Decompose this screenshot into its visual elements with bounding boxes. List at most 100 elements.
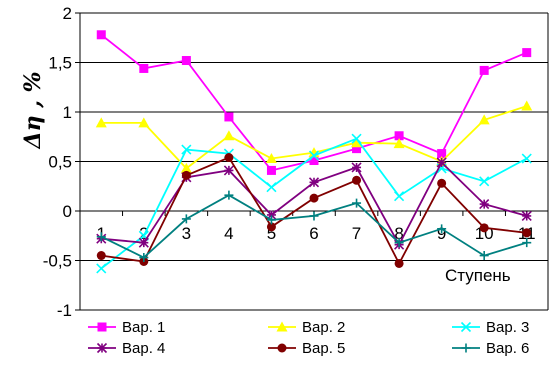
data-point-marker (351, 133, 362, 144)
data-point-marker (308, 150, 320, 161)
series-6 (96, 190, 532, 263)
data-point-marker (139, 63, 149, 73)
data-point-marker (96, 251, 106, 261)
y-tick-label: 1,5 (48, 54, 72, 73)
data-point-marker (309, 193, 319, 203)
data-point-marker (479, 223, 489, 233)
legend-item: Вар. 4 (88, 340, 165, 357)
data-point-marker (181, 170, 191, 180)
data-point-marker (351, 137, 363, 148)
x-tick-label: 7 (352, 224, 361, 243)
y-tick-labels: -1 -0,5 0 0,5 1 1,5 2 (43, 4, 72, 320)
data-point-marker (478, 114, 490, 125)
data-point-marker (265, 153, 277, 164)
x-tick-label: 2 (139, 224, 148, 243)
data-point-marker (138, 117, 150, 128)
data-point-marker (138, 237, 149, 248)
data-point-marker (181, 144, 192, 155)
data-point-marker (266, 222, 276, 232)
data-point-marker (437, 224, 447, 234)
x-tick-label: 9 (437, 224, 446, 243)
series-3 (96, 133, 532, 274)
y-tick-label: -0,5 (43, 252, 72, 271)
data-point-marker (224, 190, 234, 200)
data-point-marker (224, 153, 234, 163)
legend-item: Вар. 3 (452, 319, 529, 336)
data-point-marker (95, 117, 107, 128)
data-point-marker (309, 211, 319, 221)
data-point-marker (521, 153, 532, 164)
data-point-marker (394, 258, 404, 268)
data-point-marker (437, 149, 447, 159)
data-point-marker (277, 343, 287, 353)
legend-label: Вар. 6 (486, 340, 529, 357)
data-point-marker (521, 100, 533, 111)
data-point-marker (437, 178, 447, 188)
data-point-marker (479, 176, 490, 187)
legend-label: Вар. 5 (302, 340, 345, 357)
legend-label: Вар. 4 (122, 340, 165, 357)
data-point-marker (522, 48, 532, 58)
data-point-marker (394, 191, 405, 202)
legend-label: Вар. 1 (122, 319, 165, 336)
y-tick-label: 0,5 (48, 153, 72, 172)
data-point-marker (436, 157, 447, 168)
data-point-marker (351, 162, 362, 173)
series-1 (96, 30, 532, 175)
y-axis-label: Δη , % (20, 71, 46, 149)
legend-label: Вар. 3 (486, 319, 529, 336)
x-tick-label: 3 (182, 224, 191, 243)
data-point-marker (522, 228, 532, 238)
data-point-marker (479, 65, 489, 75)
series-5 (96, 153, 532, 268)
x-tick-label: 6 (309, 224, 318, 243)
legend-label: Вар. 2 (302, 319, 345, 336)
data-point-marker (460, 321, 472, 333)
data-point-marker (394, 131, 404, 141)
data-point-marker (223, 130, 235, 141)
x-axis-label: Ступень (445, 266, 511, 285)
legend-item: Вар. 1 (88, 319, 165, 336)
x-tick-labels: 1234567891011 (97, 224, 536, 243)
data-point-marker (266, 182, 277, 193)
data-point-marker (266, 209, 277, 221)
x-tick-label: 5 (267, 224, 276, 243)
data-point-marker (461, 343, 471, 353)
data-point-marker (521, 210, 532, 222)
series-lines (95, 30, 533, 274)
y-tick-label: 2 (63, 4, 72, 23)
data-point-marker (393, 138, 405, 149)
data-point-marker (97, 322, 107, 332)
data-point-marker (479, 251, 489, 261)
y-tick-label: 1 (63, 103, 72, 122)
data-point-marker (223, 165, 234, 176)
data-point-marker (266, 165, 276, 175)
legend-item: Вар. 5 (268, 340, 345, 357)
legend: Вар. 1 Вар. 2 Вар. 3 Вар. 4 Вар. 5 Вар. 6 (88, 319, 529, 357)
data-point-marker (181, 56, 191, 66)
data-point-marker (276, 321, 288, 332)
x-tick-label: 8 (394, 224, 403, 243)
data-point-marker (224, 112, 234, 122)
data-point-marker (352, 198, 362, 208)
data-point-marker (266, 215, 276, 225)
data-point-marker (394, 238, 404, 248)
x-tick-label: 4 (224, 224, 233, 243)
data-point-marker (181, 214, 191, 224)
data-point-marker (479, 199, 490, 210)
data-point-marker (308, 177, 320, 188)
data-point-marker (522, 238, 532, 248)
y-tick-label: 0 (63, 202, 72, 221)
data-point-marker (139, 253, 149, 263)
data-point-marker (96, 263, 107, 274)
data-point-marker (309, 156, 319, 166)
data-point-marker (180, 162, 192, 173)
data-point-marker (352, 144, 362, 154)
y-tick-label: -1 (57, 301, 72, 320)
data-point-marker (96, 342, 108, 354)
legend-item: Вар. 2 (268, 319, 345, 336)
axes (75, 12, 549, 311)
data-point-marker (96, 232, 106, 242)
data-point-marker (352, 175, 362, 185)
